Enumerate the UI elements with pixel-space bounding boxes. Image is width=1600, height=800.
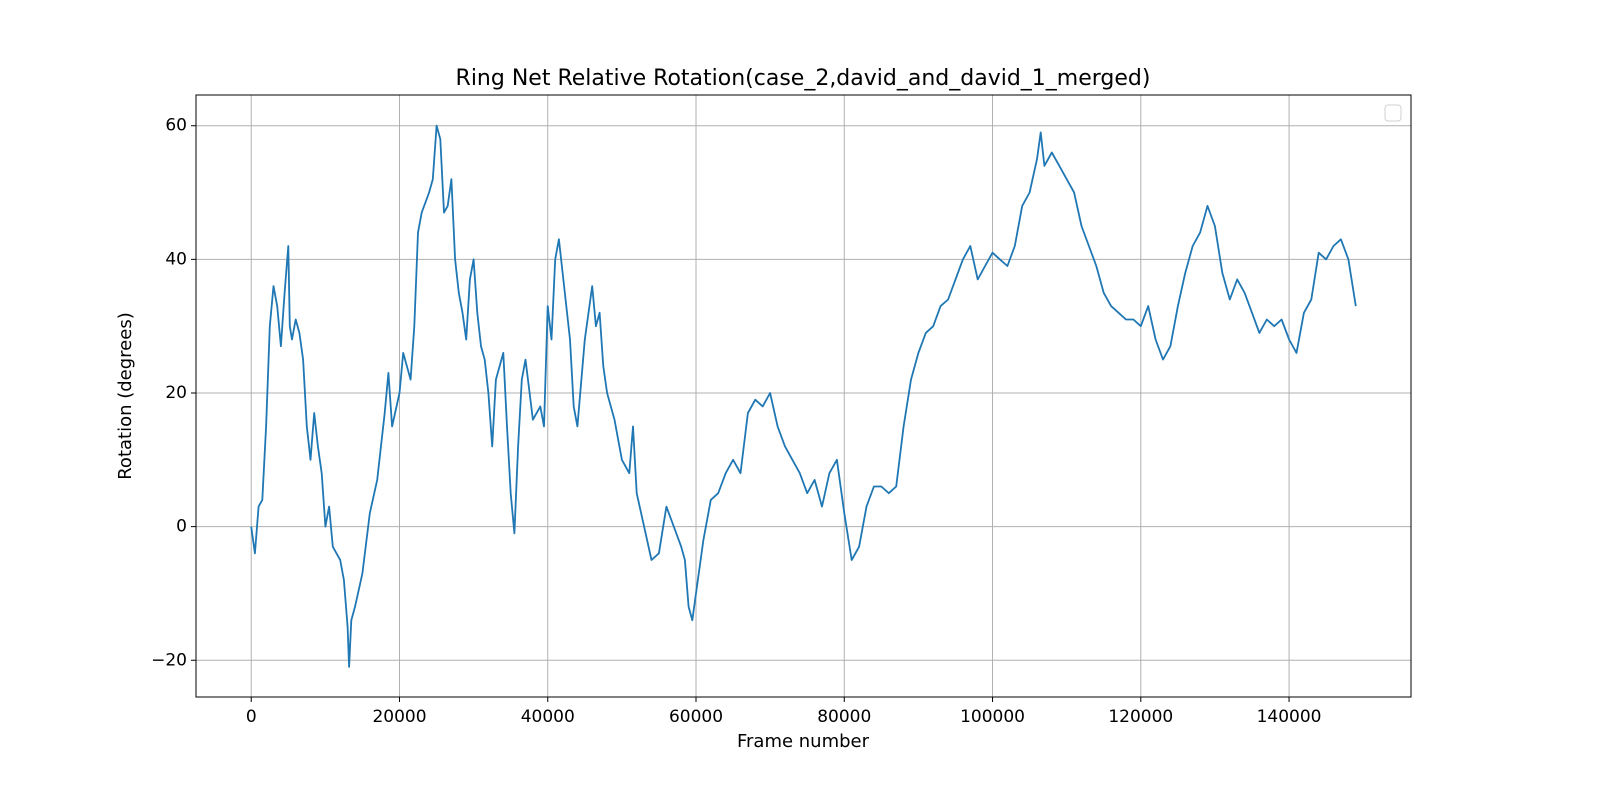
y-tick-label: 60 (165, 116, 187, 136)
x-tick-label: 140000 (1257, 707, 1322, 727)
x-tick-label: 0 (246, 707, 257, 727)
plot-frame (195, 94, 1412, 698)
legend-box (1384, 104, 1402, 122)
x-tick-label: 20000 (372, 707, 426, 727)
data-line (250, 124, 1357, 668)
x-tick-label: 120000 (1108, 707, 1173, 727)
y-axis-label: Rotation (degrees) (115, 312, 136, 480)
y-tick-label: 40 (165, 249, 187, 269)
x-tick-label: 80000 (817, 707, 871, 727)
x-tick-label: 60000 (669, 707, 723, 727)
x-tick-label: 100000 (960, 707, 1025, 727)
x-axis-label: Frame number (737, 731, 870, 752)
y-tick-label: 0 (176, 517, 187, 537)
chart-title: Ring Net Relative Rotation(case_2,david_… (456, 66, 1151, 91)
y-tick-label: −20 (151, 650, 187, 670)
y-tick-label: 20 (165, 383, 187, 403)
x-tick-label: 40000 (521, 707, 575, 727)
